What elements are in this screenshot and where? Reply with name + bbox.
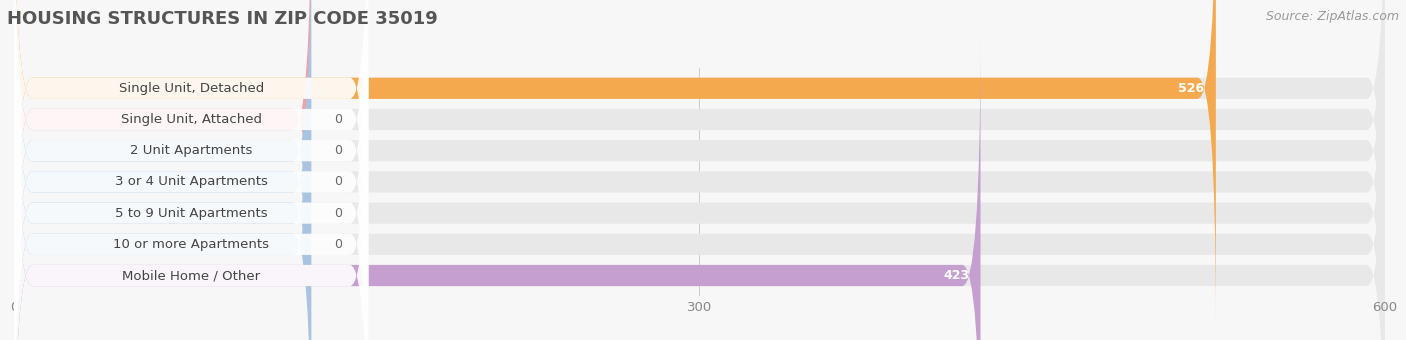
Text: 0: 0 bbox=[335, 238, 342, 251]
FancyBboxPatch shape bbox=[14, 0, 311, 340]
FancyBboxPatch shape bbox=[14, 5, 368, 340]
FancyBboxPatch shape bbox=[14, 36, 368, 340]
Text: 5 to 9 Unit Apartments: 5 to 9 Unit Apartments bbox=[115, 207, 267, 220]
Text: Single Unit, Detached: Single Unit, Detached bbox=[118, 82, 264, 95]
FancyBboxPatch shape bbox=[14, 0, 368, 340]
Text: Source: ZipAtlas.com: Source: ZipAtlas.com bbox=[1265, 10, 1399, 23]
Text: 0: 0 bbox=[335, 207, 342, 220]
FancyBboxPatch shape bbox=[14, 0, 311, 340]
FancyBboxPatch shape bbox=[14, 0, 1216, 327]
FancyBboxPatch shape bbox=[14, 36, 980, 340]
FancyBboxPatch shape bbox=[14, 5, 1385, 340]
FancyBboxPatch shape bbox=[14, 0, 368, 340]
FancyBboxPatch shape bbox=[14, 0, 1385, 340]
Text: 2 Unit Apartments: 2 Unit Apartments bbox=[129, 144, 252, 157]
FancyBboxPatch shape bbox=[14, 0, 1385, 327]
Text: 0: 0 bbox=[335, 144, 342, 157]
Text: HOUSING STRUCTURES IN ZIP CODE 35019: HOUSING STRUCTURES IN ZIP CODE 35019 bbox=[7, 10, 437, 28]
FancyBboxPatch shape bbox=[14, 0, 368, 327]
Text: 0: 0 bbox=[335, 175, 342, 188]
Text: Mobile Home / Other: Mobile Home / Other bbox=[122, 269, 260, 282]
Text: 526: 526 bbox=[1178, 82, 1205, 95]
Text: Single Unit, Attached: Single Unit, Attached bbox=[121, 113, 262, 126]
FancyBboxPatch shape bbox=[14, 5, 311, 340]
FancyBboxPatch shape bbox=[14, 0, 311, 340]
Text: 10 or more Apartments: 10 or more Apartments bbox=[112, 238, 269, 251]
FancyBboxPatch shape bbox=[14, 0, 1385, 340]
FancyBboxPatch shape bbox=[14, 0, 1385, 340]
FancyBboxPatch shape bbox=[14, 0, 1385, 340]
FancyBboxPatch shape bbox=[14, 0, 311, 340]
FancyBboxPatch shape bbox=[14, 0, 368, 340]
Text: 3 or 4 Unit Apartments: 3 or 4 Unit Apartments bbox=[115, 175, 267, 188]
Text: 0: 0 bbox=[335, 113, 342, 126]
FancyBboxPatch shape bbox=[14, 0, 368, 340]
Text: 423: 423 bbox=[943, 269, 969, 282]
FancyBboxPatch shape bbox=[14, 36, 1385, 340]
